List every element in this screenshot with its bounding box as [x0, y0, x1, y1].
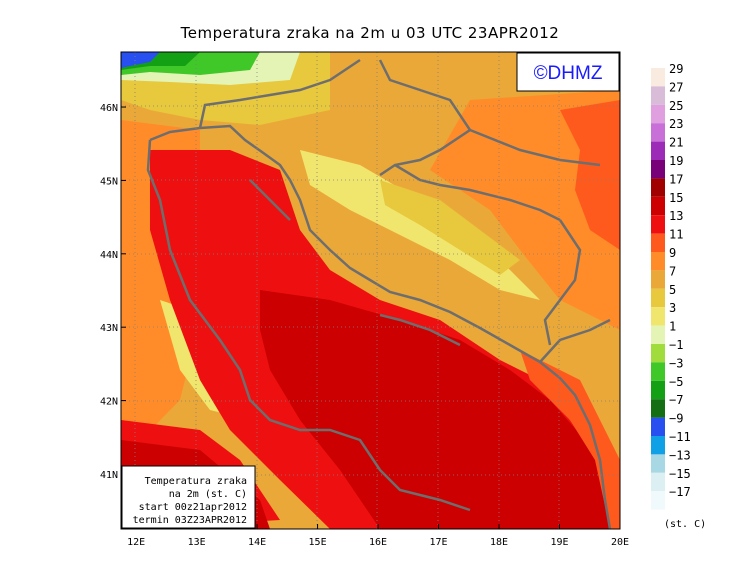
x-tick-label: 18E	[490, 537, 508, 548]
y-axis: 46N 45N 44N 43N 42N 41N	[100, 103, 126, 481]
inland-orange-east	[430, 90, 620, 330]
y-tick-label: 43N	[100, 323, 118, 334]
info-line-3: start 00z21apr2012	[139, 502, 247, 513]
legend-label: −17	[669, 485, 691, 499]
legend-swatch	[651, 270, 665, 289]
map-frame	[120, 51, 621, 530]
legend-label: 19	[669, 154, 683, 168]
info-line-4: termin 03Z23APR2012	[133, 515, 247, 526]
legend-swatch	[651, 362, 665, 381]
legend-label: 11	[669, 228, 683, 242]
coastlines	[146, 58, 612, 529]
x-tick-label: 12E	[127, 537, 145, 548]
inland-yellow-bosnia	[380, 180, 520, 275]
legend-label: −9	[669, 412, 683, 426]
legend-label: 13	[669, 209, 683, 223]
page-title: Temperatura zraka na 2m u 03 UTC 23APR20…	[180, 24, 560, 42]
legend-swatch	[651, 307, 665, 326]
info-box: Temperatura zraka na 2m (st. C) start 00…	[121, 465, 256, 529]
legend-label: 27	[669, 80, 683, 94]
legend-label: 15	[669, 191, 683, 205]
albania-coast	[520, 350, 620, 529]
x-tick-label: 15E	[309, 537, 327, 548]
adriatic-sea-dark	[260, 290, 610, 529]
legend-swatch	[651, 344, 665, 363]
legend-label: 21	[669, 136, 683, 150]
legend-swatch	[651, 491, 665, 510]
x-tick-label: 13E	[188, 537, 206, 548]
legend-swatch	[651, 417, 665, 436]
legend-swatch	[651, 454, 665, 473]
legend-label: 3	[669, 301, 676, 315]
legend-label: 9	[669, 246, 676, 260]
legend-label: −11	[669, 430, 691, 444]
legend-label: 25	[669, 99, 683, 113]
legend-swatch	[651, 215, 665, 234]
legend-swatch	[651, 123, 665, 142]
dhmz-watermark: ©DHMZ	[516, 52, 620, 92]
x-tick-label: 20E	[611, 537, 629, 548]
legend-label: 23	[669, 117, 683, 131]
legend-label: −13	[669, 448, 691, 462]
legend-swatch	[651, 380, 665, 400]
legend-swatch	[651, 436, 665, 455]
legend-swatch	[651, 68, 665, 87]
y-tick-label: 45N	[100, 176, 118, 187]
x-tick-label: 16E	[369, 537, 387, 548]
legend-unit: (st. C)	[664, 519, 706, 530]
legend-swatch	[651, 288, 665, 308]
legend-label: 29	[669, 62, 683, 76]
watermark-text: ©DHMZ	[534, 63, 603, 84]
legend-label: 7	[669, 264, 676, 278]
color-legend: 29 27 25 23 21 19 17 15 13 11 9 7 5 3 1 −1 −3 −5 −7 −9 −11 −1…	[651, 62, 691, 510]
y-tick-label: 42N	[100, 397, 118, 408]
legend-swatch	[651, 160, 665, 179]
y-tick-label: 44N	[100, 250, 118, 261]
legend-label: 5	[669, 283, 676, 297]
legend-swatch	[651, 472, 665, 492]
legend-swatch	[651, 252, 665, 271]
legend-label: 1	[669, 320, 676, 334]
legend-swatch	[651, 141, 665, 160]
legend-label: −7	[669, 393, 683, 407]
legend-label: −1	[669, 338, 683, 352]
inland-red-east	[560, 100, 620, 250]
x-tick-label: 19E	[550, 537, 568, 548]
y-tick-label: 46N	[100, 103, 118, 114]
legend-swatch	[651, 325, 665, 344]
temperature-map	[121, 52, 620, 529]
legend-swatch	[651, 86, 665, 105]
legend-swatch	[651, 233, 665, 252]
x-tick-label: 17E	[430, 537, 448, 548]
info-line-2: na 2m (st. C)	[169, 489, 247, 500]
legend-swatch	[651, 104, 665, 124]
y-tick-label: 41N	[100, 470, 118, 481]
info-line-1: Temperatura zraka	[145, 476, 247, 487]
x-tick-label: 14E	[248, 537, 266, 548]
legend-label: −15	[669, 467, 691, 481]
legend-label: −3	[669, 356, 683, 370]
legend-label: −5	[669, 375, 683, 389]
alps-blue	[121, 52, 160, 68]
legend-label: 17	[669, 172, 683, 186]
legend-swatch	[651, 178, 665, 197]
legend-swatch	[651, 399, 665, 418]
legend-swatch	[651, 196, 665, 216]
